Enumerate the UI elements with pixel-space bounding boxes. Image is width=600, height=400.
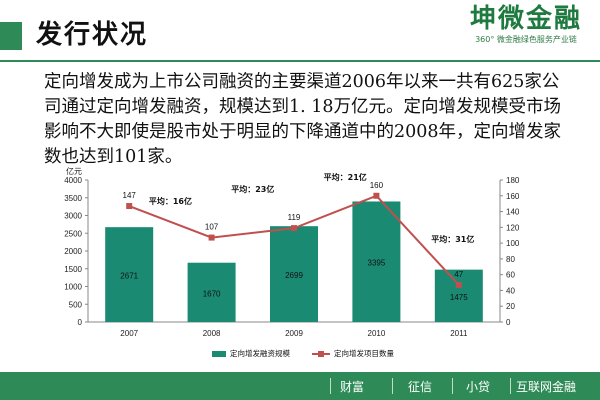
y2-tick-label: 160 xyxy=(506,192,520,201)
line-point xyxy=(291,225,297,232)
average-annotation: 平均：21亿 xyxy=(324,172,367,182)
y-tick-label: 3500 xyxy=(64,194,82,203)
line-value-label: 160 xyxy=(370,181,384,190)
footer-separator xyxy=(510,378,511,394)
footer-separator xyxy=(392,378,393,394)
legend-swatch-bar xyxy=(212,351,226,357)
y2-tick-label: 60 xyxy=(506,271,515,280)
y2-tick-label: 40 xyxy=(506,286,515,295)
bar-value-label: 2671 xyxy=(120,272,138,281)
y2-tick-label: 0 xyxy=(506,318,511,327)
y-tick-label: 1000 xyxy=(64,283,82,292)
footer-item-wealth[interactable]: 财富 xyxy=(340,380,365,394)
x-tick-label: 2008 xyxy=(203,329,221,338)
x-tick-label: 2010 xyxy=(368,329,386,338)
footer-item-microloan[interactable]: 小贷 xyxy=(466,380,491,394)
bar-value-label: 1670 xyxy=(203,289,221,298)
chart-svg: 0 500 1000 1500 2000 2500 3000 3500 4000 0 20 40 60 8… xyxy=(64,166,520,358)
y-tick-label: 2500 xyxy=(64,229,82,238)
line-value-label: 47 xyxy=(454,270,463,279)
footer-item-credit[interactable]: 征信 xyxy=(408,380,433,394)
average-annotation: 平均：16亿 xyxy=(149,196,192,206)
y-tick-label: 0 xyxy=(78,318,83,327)
bar xyxy=(352,201,401,322)
footer-bar: 财富 征信 小贷 互联网金融 xyxy=(0,372,600,400)
title-divider xyxy=(0,60,600,62)
average-annotation: 平均：31亿 xyxy=(431,234,474,244)
y-tick-label: 500 xyxy=(69,300,83,309)
bar xyxy=(187,262,236,322)
line-value-label: 107 xyxy=(205,223,219,232)
x-tick-label: 2009 xyxy=(285,329,303,338)
line-point xyxy=(126,203,133,210)
line-value-label: 147 xyxy=(123,191,137,200)
footer-separator xyxy=(452,378,453,394)
bar-value-label: 3395 xyxy=(368,259,386,268)
footer-item-internet-finance[interactable]: 互联网金融 xyxy=(516,380,577,394)
y-axis-unit: 亿元 xyxy=(66,166,82,176)
y2-tick-label: 180 xyxy=(506,176,520,185)
intro-paragraph: 定向增发成为上市公司融资的主要渠道2006年以来一共有625家公司通过定向增发融… xyxy=(44,72,562,167)
chart-container: 0 500 1000 1500 2000 2500 3000 3500 4000 0 20 40 60 8… xyxy=(0,160,600,370)
y2-tick-label: 20 xyxy=(506,302,515,311)
x-tick-label: 2007 xyxy=(120,329,138,338)
logo-main-text: 坤微金融 xyxy=(469,4,582,34)
page-title: 发行状况 xyxy=(36,20,149,50)
footer-separator xyxy=(330,378,331,394)
bar xyxy=(434,269,483,322)
y-tick-label: 1500 xyxy=(64,265,82,274)
average-annotation: 平均：23亿 xyxy=(231,184,274,194)
bar xyxy=(105,227,154,322)
bar-value-label: 1475 xyxy=(450,293,468,302)
title-bar: 发行状况 xyxy=(0,0,600,62)
y-tick-label: 2000 xyxy=(64,247,82,256)
legend-label-bar: 定向增发融资规模 xyxy=(230,348,290,358)
bar xyxy=(270,226,318,322)
y-tick-label: 3000 xyxy=(64,212,82,221)
legend-swatch-marker xyxy=(318,351,324,357)
x-tick-label: 2011 xyxy=(450,329,468,338)
line-point xyxy=(455,281,462,288)
y2-tick-label: 100 xyxy=(506,239,520,248)
y-tick-label: 4000 xyxy=(64,176,82,185)
line-value-label: 119 xyxy=(288,213,301,222)
logo-tagline: 360° 微金融绿色服务产业链 xyxy=(475,35,577,44)
bar-value-label: 2699 xyxy=(285,271,303,280)
y2-tick-label: 80 xyxy=(506,255,515,264)
line-point xyxy=(373,192,380,199)
legend-label-line: 定向增发项目数量 xyxy=(334,348,394,358)
brand-logo: 坤微金融 360° 微金融绿色服务产业链 xyxy=(462,4,590,54)
title-accent-bar xyxy=(0,22,22,50)
line-point xyxy=(208,234,215,241)
y2-tick-label: 120 xyxy=(506,223,520,232)
y2-tick-label: 140 xyxy=(506,208,520,217)
